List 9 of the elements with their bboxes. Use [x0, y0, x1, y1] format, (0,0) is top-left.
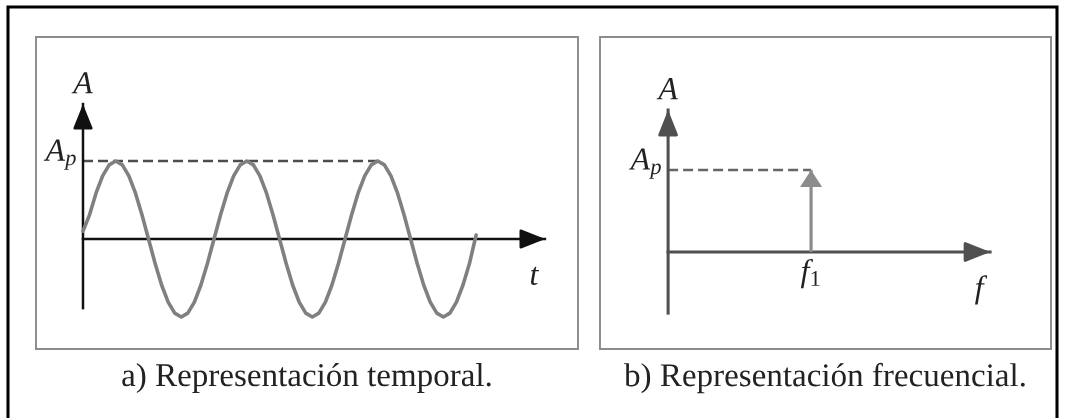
y-axis-title: A	[71, 72, 93, 94]
text: a) Representación temporal.	[122, 362, 491, 394]
ref-line-label: A$_{p}$	[43, 139, 76, 170]
x-tick-label: f$_{1}$	[800, 258, 820, 289]
text: b) Representación frecuencial.	[624, 362, 1025, 394]
x-axis-title: f	[975, 275, 988, 305]
x-axis-title: t	[530, 266, 540, 285]
ref-line-label: A$_{p}$	[628, 148, 661, 179]
y-axis-title: A	[656, 78, 678, 100]
